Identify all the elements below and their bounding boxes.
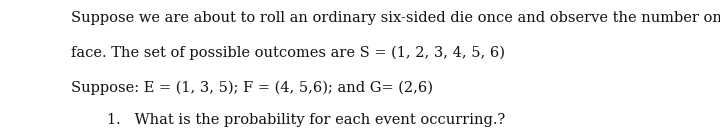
Text: face. The set of possible outcomes are S = (1, 2, 3, 4, 5, 6): face. The set of possible outcomes are S… (71, 46, 505, 60)
Text: Suppose: E = (1, 3, 5); F = (4, 5,6); and G= (2,6): Suppose: E = (1, 3, 5); F = (4, 5,6); an… (71, 81, 433, 95)
Text: 1.   What is the probability for each event occurring.?: 1. What is the probability for each even… (107, 113, 505, 127)
Text: Suppose we are about to roll an ordinary six-sided die once and observe the numb: Suppose we are about to roll an ordinary… (71, 11, 720, 25)
